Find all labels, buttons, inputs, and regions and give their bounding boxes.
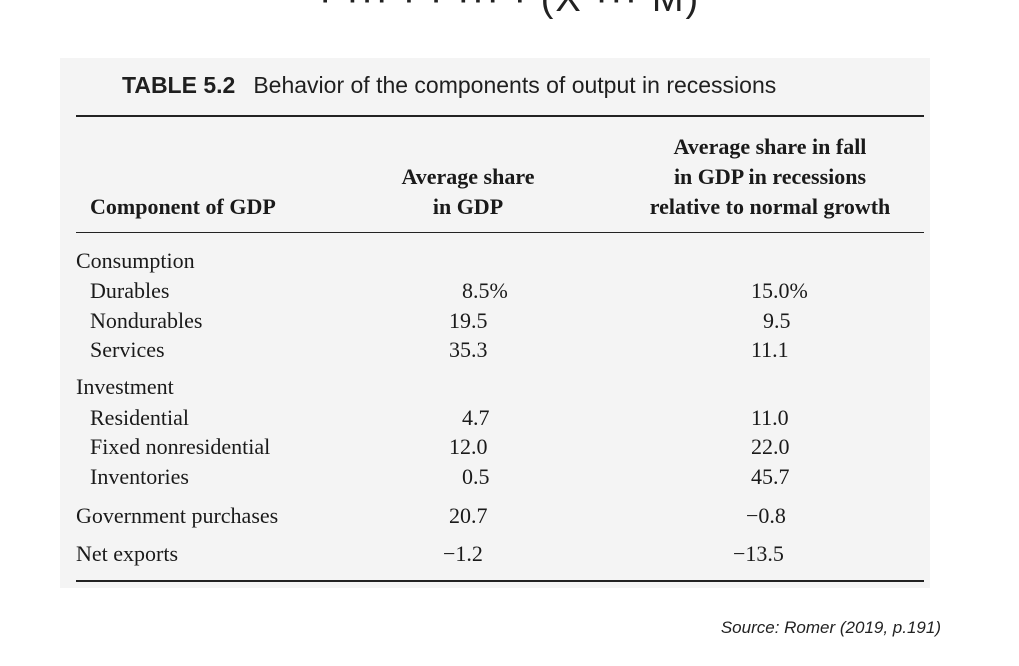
cell-average-share: −1.2 — [443, 541, 483, 566]
cell-average-share: 12.0 — [449, 434, 488, 459]
header-average-share: Average share in GDP — [380, 162, 556, 222]
cell-share-in-fall: 11.1 — [751, 337, 789, 362]
cell-share-in-fall: 11.0 — [751, 405, 789, 430]
cell-share-in-fall: 22.0 — [751, 434, 790, 459]
table-image-panel — [60, 58, 930, 588]
bottom-rule — [76, 580, 924, 582]
cell-average-share: 0.5 — [462, 464, 490, 489]
cell-share-in-fall: 45.7 — [751, 464, 790, 489]
header-share-in-fall: Average share in fall in GDP in recessio… — [610, 132, 930, 222]
row-label: Inventories — [90, 464, 189, 489]
row-label: Fixed nonresidential — [90, 434, 271, 459]
cell-share-in-fall: −13.5 — [733, 541, 784, 566]
row-label: Nondurables — [90, 308, 203, 333]
table-number: TABLE 5.2 — [122, 72, 236, 98]
row-label: Residential — [90, 405, 189, 430]
cell-average-share: 20.7 — [449, 503, 488, 528]
row-label: Durables — [90, 278, 170, 303]
header-share-in-fall-line: relative to normal growth — [649, 194, 891, 219]
row-label: Government purchases — [76, 503, 279, 528]
row-label: Consumption — [76, 248, 195, 273]
cell-share-in-fall: −0.8 — [746, 503, 786, 528]
header-share-in-fall-line: in GDP in recessions — [673, 164, 867, 189]
cell-average-share: 4.7 — [462, 405, 490, 430]
source-citation: Source: Romer (2019, p.191) — [720, 618, 941, 637]
slide-title-fragment: · ··· · · ··· · (X ··· M) — [0, 0, 1019, 21]
header-rule — [76, 232, 924, 233]
row-label: Services — [90, 337, 165, 362]
row-label: Investment — [76, 374, 174, 399]
table-title: Behavior of the components of output in … — [253, 72, 777, 98]
top-rule — [76, 115, 924, 117]
cell-share-in-fall: 15.0% — [751, 278, 808, 303]
cell-share-in-fall: 9.5 — [763, 308, 791, 333]
header-average-share-line: in GDP — [432, 194, 504, 219]
cell-average-share: 35.3 — [449, 337, 488, 362]
header-average-share-line: Average share — [401, 164, 535, 189]
cell-average-share: 19.5 — [449, 308, 488, 333]
cell-average-share: 8.5% — [462, 278, 508, 303]
header-component: Component of GDP — [90, 194, 276, 219]
table-caption: TABLE 5.2 Behavior of the components of o… — [122, 72, 776, 99]
header-share-in-fall-line: Average share in fall — [673, 134, 867, 159]
row-label: Net exports — [76, 541, 179, 566]
